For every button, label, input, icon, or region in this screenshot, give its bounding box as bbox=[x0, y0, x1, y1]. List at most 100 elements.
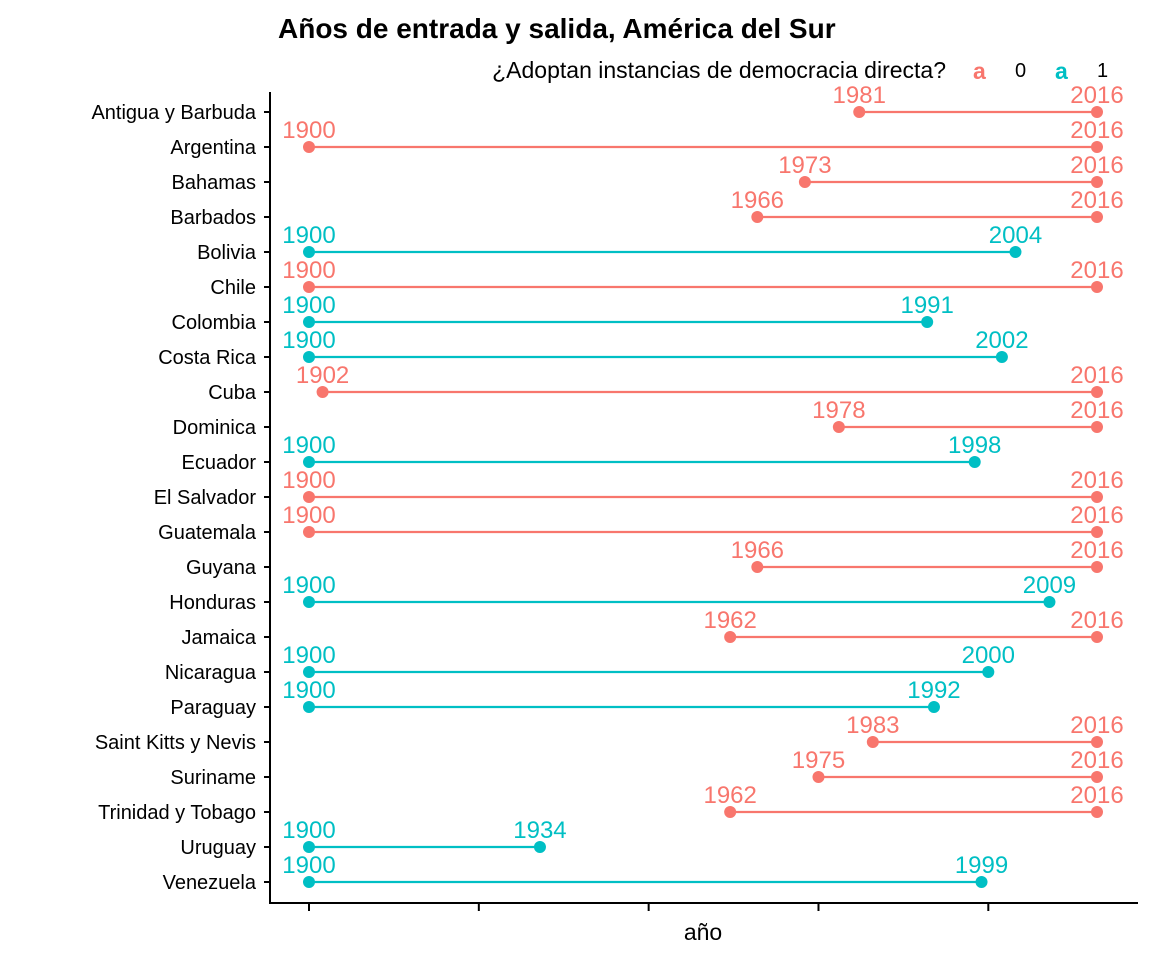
end-year-label: 2016 bbox=[1070, 362, 1123, 389]
dumbbell-row: 1900 2009 bbox=[282, 572, 1076, 608]
y-tick-label: Costa Rica bbox=[158, 347, 257, 369]
end-year-label: 2016 bbox=[1070, 537, 1123, 564]
legend-key-0: a bbox=[973, 58, 986, 84]
dumbbell-row: 1900 2016 bbox=[282, 257, 1124, 293]
end-point bbox=[968, 456, 981, 468]
start-year-label: 1900 bbox=[282, 677, 335, 704]
y-tick-label: Cuba bbox=[208, 382, 257, 404]
end-year-label: 2016 bbox=[1070, 257, 1123, 284]
end-year-label: 2009 bbox=[1023, 572, 1076, 599]
start-year-label: 1966 bbox=[731, 537, 784, 564]
end-point bbox=[1091, 176, 1103, 188]
dumbbell-row: 1975 2016 bbox=[792, 747, 1124, 783]
end-point bbox=[1091, 421, 1103, 433]
y-tick-label: Saint Kitts y Nevis bbox=[95, 732, 256, 754]
end-point bbox=[1091, 106, 1103, 118]
dumbbell-row: 1900 2000 bbox=[282, 642, 1015, 678]
start-year-label: 1900 bbox=[282, 502, 335, 529]
end-point bbox=[1091, 806, 1103, 818]
start-point bbox=[303, 246, 315, 258]
y-tick-label: Trinidad y Tobago bbox=[98, 802, 256, 824]
plot-marks: 1981 2016 1900 2016 1973 2016 1966 2016 1900 2004… bbox=[282, 82, 1124, 888]
end-year-label: 1934 bbox=[513, 817, 566, 844]
start-year-label: 1983 bbox=[846, 712, 899, 739]
start-year-label: 1900 bbox=[282, 572, 335, 599]
start-year-label: 1966 bbox=[731, 187, 784, 214]
start-year-label: 1900 bbox=[282, 257, 335, 284]
start-year-label: 1962 bbox=[703, 782, 756, 809]
end-year-label: 2016 bbox=[1070, 747, 1123, 774]
start-point bbox=[751, 561, 764, 573]
y-tick-label: Argentina bbox=[170, 137, 256, 159]
dumbbell-row: 1962 2016 bbox=[703, 607, 1124, 643]
end-point bbox=[1091, 771, 1103, 783]
dumbbell-row: 1981 2016 bbox=[833, 82, 1124, 118]
start-year-label: 1902 bbox=[296, 362, 349, 389]
end-point bbox=[927, 701, 940, 713]
legend-label-0: 0 bbox=[1015, 60, 1026, 82]
dumbbell-row: 1978 2016 bbox=[812, 397, 1124, 433]
y-tick-label: Guatemala bbox=[158, 522, 257, 544]
y-tick-label: Chile bbox=[210, 277, 256, 299]
y-tick-label: Guyana bbox=[186, 557, 257, 579]
dumbbell-row: 1900 1998 bbox=[282, 432, 1001, 468]
start-year-label: 1900 bbox=[282, 327, 335, 354]
start-point bbox=[303, 316, 315, 328]
end-year-label: 2016 bbox=[1070, 397, 1123, 424]
start-year-label: 1900 bbox=[282, 642, 335, 669]
y-tick-label: Venezuela bbox=[163, 872, 257, 894]
dumbbell-row: 1900 2016 bbox=[282, 117, 1124, 153]
end-year-label: 2002 bbox=[975, 327, 1028, 354]
y-tick-label: Nicaragua bbox=[165, 662, 257, 684]
end-year-label: 2016 bbox=[1070, 152, 1123, 179]
dumbbell-row: 1900 1999 bbox=[282, 852, 1008, 888]
start-year-label: 1900 bbox=[282, 467, 335, 494]
end-point bbox=[1091, 561, 1103, 573]
start-point bbox=[303, 456, 315, 468]
start-point bbox=[866, 736, 879, 748]
chart-title: Años de entrada y salida, América del Su… bbox=[278, 13, 836, 44]
start-point bbox=[303, 281, 315, 293]
start-point bbox=[832, 421, 845, 433]
dumbbell-row: 1966 2016 bbox=[731, 537, 1124, 573]
start-point bbox=[303, 351, 315, 363]
y-tick-label: Suriname bbox=[170, 767, 256, 789]
start-year-label: 1962 bbox=[703, 607, 756, 634]
start-point bbox=[798, 176, 811, 188]
start-point bbox=[853, 106, 866, 118]
end-point bbox=[1091, 211, 1103, 223]
end-year-label: 2016 bbox=[1070, 82, 1123, 109]
end-year-label: 2016 bbox=[1070, 467, 1123, 494]
y-tick-label: Colombia bbox=[172, 312, 257, 334]
dumbbell-row: 1900 2016 bbox=[282, 502, 1124, 538]
start-point bbox=[303, 491, 315, 503]
end-year-label: 2004 bbox=[989, 222, 1042, 249]
y-tick-label: Antigua y Barbuda bbox=[91, 102, 256, 124]
end-point bbox=[1091, 526, 1103, 538]
end-point bbox=[975, 876, 988, 888]
start-year-label: 1975 bbox=[792, 747, 845, 774]
dumbbell-row: 1983 2016 bbox=[846, 712, 1124, 748]
y-tick-label: El Salvador bbox=[154, 487, 257, 509]
start-point bbox=[303, 841, 315, 853]
end-point bbox=[1043, 596, 1056, 608]
start-point bbox=[316, 386, 329, 398]
end-point bbox=[1091, 141, 1103, 153]
end-point bbox=[1009, 246, 1022, 258]
dumbbell-row: 1900 2004 bbox=[282, 222, 1042, 258]
end-year-label: 2016 bbox=[1070, 607, 1123, 634]
start-point bbox=[751, 211, 764, 223]
end-year-label: 2016 bbox=[1070, 502, 1123, 529]
start-point bbox=[303, 876, 315, 888]
dumbbell-row: 1902 2016 bbox=[296, 362, 1124, 398]
dumbbell-row: 1900 1934 bbox=[282, 817, 567, 853]
end-year-label: 2016 bbox=[1070, 187, 1123, 214]
dumbbell-row: 1900 2002 bbox=[282, 327, 1029, 363]
end-point bbox=[1091, 491, 1103, 503]
end-point bbox=[921, 316, 934, 328]
y-tick-label: Dominica bbox=[173, 417, 257, 439]
dumbbell-row: 1966 2016 bbox=[731, 187, 1124, 223]
start-point bbox=[812, 771, 825, 783]
legend-label-1: 1 bbox=[1097, 60, 1108, 82]
